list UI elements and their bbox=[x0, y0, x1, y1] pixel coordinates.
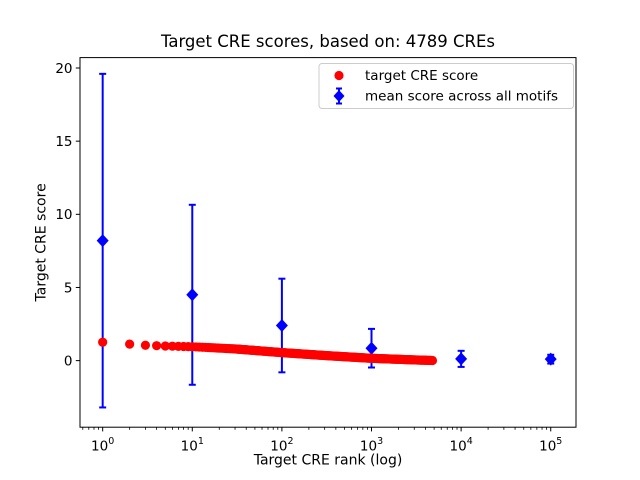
y-axis-label: Target CRE score bbox=[34, 183, 50, 302]
target-series bbox=[98, 337, 438, 366]
legend-target-marker bbox=[334, 70, 344, 81]
y-tick-label: 15 bbox=[55, 134, 72, 150]
legend-target-label: target CRE score bbox=[365, 68, 478, 84]
y-tick-label: 5 bbox=[64, 280, 73, 296]
legend-mean-diamond bbox=[333, 90, 345, 102]
target-point bbox=[140, 340, 151, 350]
x-tick-label: 105 bbox=[539, 436, 562, 455]
plot-frame bbox=[79, 57, 577, 428]
x-tick-label: 100 bbox=[91, 436, 114, 455]
y-tick-label: 20 bbox=[55, 61, 72, 77]
y-tick-label: 0 bbox=[64, 353, 73, 369]
mean-diamond-marker bbox=[96, 234, 109, 248]
target-point bbox=[160, 341, 170, 351]
x-tick-label: 104 bbox=[450, 436, 473, 455]
legend-box bbox=[318, 63, 574, 109]
legend-mean-label: mean score across all motifs bbox=[365, 89, 558, 105]
target-point bbox=[125, 339, 135, 349]
mean-diamond-marker bbox=[365, 341, 378, 355]
axes: 0 5 10 15 20 100 101 102 103 104 105 Target CRE ran… bbox=[34, 61, 563, 469]
x-axis-label: Target CRE rank (log) bbox=[253, 453, 403, 469]
target-point bbox=[152, 341, 162, 351]
x-tick-label: 103 bbox=[360, 436, 383, 455]
mean-diamond-marker bbox=[544, 352, 557, 366]
mean-diamond-marker bbox=[275, 319, 288, 333]
mean-series bbox=[96, 72, 557, 409]
mean-diamond-marker bbox=[186, 288, 199, 302]
chart-title: Target CRE scores, based on: 4789 CREs bbox=[160, 32, 495, 51]
mean-diamond-marker bbox=[455, 352, 468, 366]
x-tick-label: 102 bbox=[270, 436, 293, 455]
target-point bbox=[98, 337, 108, 347]
target-point bbox=[427, 355, 438, 366]
y-tick-label: 10 bbox=[55, 207, 72, 223]
x-tick-label: 101 bbox=[181, 436, 204, 455]
legend: target CRE score mean score across all mo… bbox=[318, 63, 574, 109]
